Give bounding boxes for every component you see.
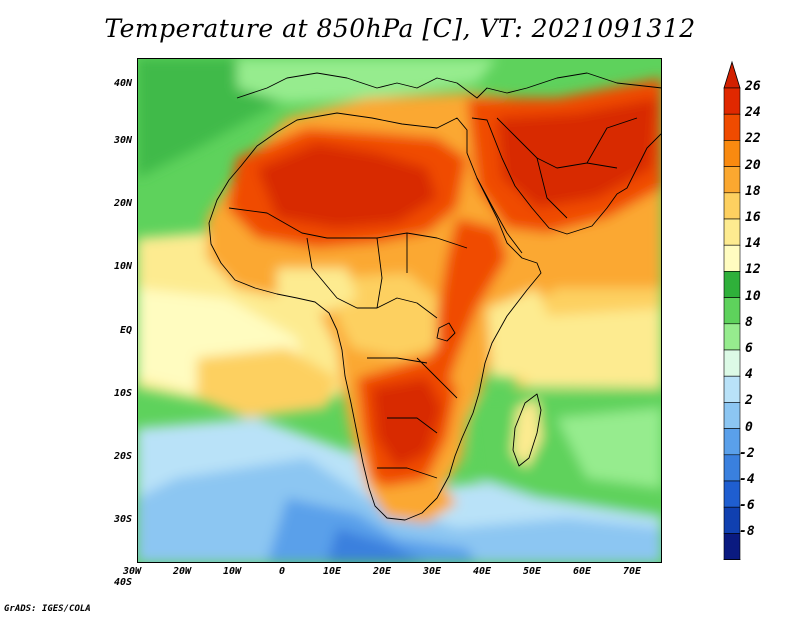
colorbar-swatch [723,271,741,298]
colorbar-swatch [723,323,741,351]
colorbar-swatch [723,297,741,325]
madagascar-warm [512,398,542,468]
sahara-very-hot [257,143,437,228]
lat-label: 30N [113,135,132,147]
lat-label: 20S [113,450,132,462]
lat-label: 10S [113,387,132,399]
colorbar-label: 0 [745,419,753,435]
europe-coast [236,72,662,99]
lat-label: EQ [119,324,132,336]
lon-label: 70E [622,566,642,577]
lon-label: 20E [372,566,392,577]
colorbar-top-arrow [723,60,741,89]
colorbar-label: 8 [745,314,753,330]
africa-coastline [208,112,542,521]
colorbar-label: 12 [745,262,761,278]
colorbar-swatch [723,375,741,403]
lon-label: 20W [172,566,192,577]
colorbar-label: 16 [745,210,761,225]
coastlines [208,72,662,521]
lat-label: 40N [113,78,132,89]
indian-ocean-pale-green [557,408,662,488]
colorbar-swatch [723,402,741,429]
colorbar-label: 20 [745,157,761,173]
lat-label: 30S [113,513,132,525]
colorbar-swatch [723,140,741,167]
central-africa-pale [337,273,437,358]
colorbar-label: -8 [739,524,755,540]
colorbar-swatch [723,244,741,272]
colorbar-label: 18 [745,183,761,199]
colorbar [723,60,741,560]
lon-label: 40E [472,566,492,577]
colorbar-swatch [723,533,741,560]
lon-label: 30W [122,566,142,577]
colorbar-label: 26 [745,79,761,94]
arabia-coastline [471,117,662,235]
colorbar-label: -6 [739,498,755,514]
colorbar-label: 2 [745,393,753,409]
colorbar-swatch [723,87,741,115]
middle-east-borders [496,117,638,219]
colorbar-label: 24 [745,105,761,121]
colorbar-swatch [723,192,741,220]
southern-africa-very-hot [372,378,442,468]
temperature-map [137,58,662,563]
central-borders [306,233,458,479]
horn-pale [487,288,557,378]
lat-label: 20N [113,198,132,210]
cape-warm [377,478,457,523]
colorbar-swatch [723,113,741,141]
colorbar-swatch [723,480,741,508]
lon-label: 30E [422,566,442,577]
sahel-border [228,207,468,249]
colorbar-swatch [723,349,741,377]
map-frame [137,58,662,563]
map-title: Temperature at 850hPa [C], VT: 202109131… [104,14,696,43]
south-ocean-darker-blue [327,528,427,563]
lon-label: 60E [572,566,592,577]
colorbar-label: -2 [739,445,755,461]
east-africa-hot [427,218,507,388]
colorbar-label: 6 [745,341,753,356]
lon-label: 10E [322,566,342,577]
lon-label: 10W [222,566,242,577]
red-sea-coast [476,177,523,254]
lake-victoria [436,322,456,342]
colorbar-label: 22 [745,131,761,147]
colorbar-swatch [723,428,741,456]
gulf-guinea-pale [277,268,357,313]
lat-label: 10N [113,261,132,273]
indian-ocean-pale [517,308,662,388]
lon-label: 0 [278,566,286,577]
colorbar-label: 14 [745,236,761,252]
south-ocean-deep-blue [267,498,477,563]
europe-cool [237,58,497,103]
arabia-very-hot [497,98,657,208]
colorbar-label: 4 [745,367,753,383]
colorbar-label: 10 [745,288,761,304]
lat-label: 40S [113,577,132,588]
colorbar-swatch [723,506,741,534]
colorbar-swatch [723,454,741,482]
colorbar-swatch [723,218,741,246]
lon-label: 50E [522,566,542,577]
madagascar-coast [512,393,542,467]
colorbar-swatch [723,166,741,194]
atlantic-warm-patch [197,348,337,418]
colorbar-label: -4 [739,472,755,487]
credit-text: GrADS: IGES/COLA [4,604,91,614]
